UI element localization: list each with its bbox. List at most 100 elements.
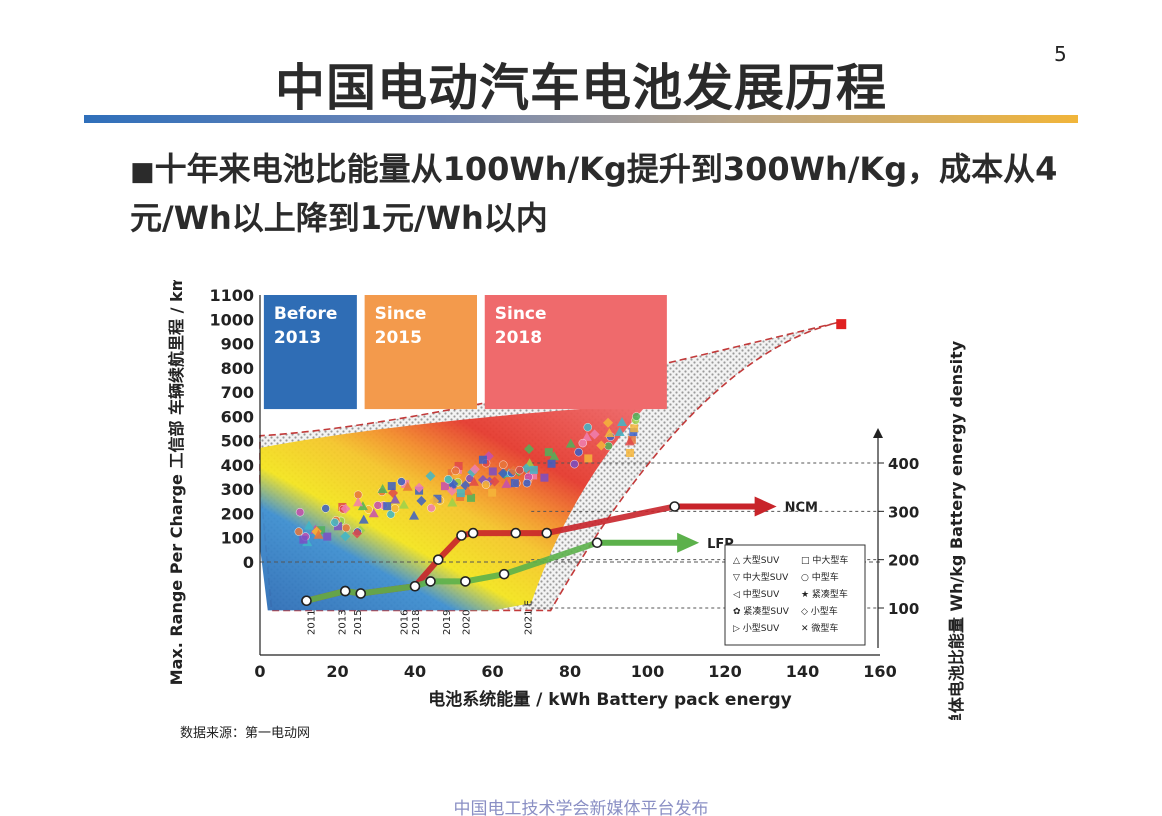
series-arrow-head <box>677 532 700 553</box>
vehicle-point <box>570 459 579 469</box>
y2-tick-label: 300 <box>888 503 919 521</box>
vehicle-point <box>447 497 458 507</box>
vehicle-point <box>529 471 538 480</box>
period-label: 2015 <box>375 328 422 348</box>
vehicle-point <box>488 488 497 497</box>
x-tick-label: 140 <box>786 662 819 681</box>
y-tick-label: 1000 <box>209 310 254 329</box>
period-block <box>263 295 357 410</box>
vehicle-point <box>352 528 363 539</box>
series-point <box>425 576 436 587</box>
vehicle-point <box>589 429 600 440</box>
vehicle-point <box>402 481 413 491</box>
vehicle-point <box>447 485 458 496</box>
vehicle-point <box>578 438 588 448</box>
y2-tick-label: 200 <box>888 552 919 570</box>
period-block <box>484 295 667 410</box>
year-label: 2021 E <box>523 600 534 635</box>
vehicle-point <box>429 496 440 507</box>
vehicle-point <box>499 460 508 469</box>
vehicle-point <box>388 488 399 499</box>
vehicle-point <box>451 466 460 476</box>
vehicle-point <box>604 441 613 451</box>
series-point <box>339 585 351 597</box>
vehicle-point <box>323 532 332 541</box>
vehicle-point <box>353 497 364 507</box>
vehicle-point <box>462 486 473 496</box>
vehicle-point <box>616 417 627 427</box>
x-tick-label: 40 <box>404 662 426 681</box>
vehicle-point <box>583 423 593 432</box>
vehicle-point <box>522 478 532 488</box>
vehicle-point <box>358 514 369 524</box>
series-point <box>456 530 467 541</box>
vehicle-point <box>624 436 635 446</box>
legend-entry: ▽ 中大型SUV <box>733 571 789 583</box>
year-label: 2019 <box>442 610 453 635</box>
vehicle-point <box>303 520 314 530</box>
vehicle-point <box>581 431 592 441</box>
series-point <box>432 554 444 565</box>
title-underline <box>84 115 1078 123</box>
vehicle-point <box>387 482 396 491</box>
vehicle-point <box>549 451 560 461</box>
source-note: 数据来源：第一电动网 <box>180 726 311 741</box>
vehicle-point <box>299 535 308 544</box>
vehicle-point <box>401 479 410 488</box>
vehicle-point <box>390 504 400 513</box>
y-tick-label: 500 <box>221 432 254 451</box>
bullet-square-icon: ■ <box>130 157 155 187</box>
vehicle-point <box>313 529 324 539</box>
vehicle-point <box>454 461 463 470</box>
vehicle-point <box>340 503 351 514</box>
vehicle-point <box>521 463 532 474</box>
vehicle-point <box>295 507 305 517</box>
y-tick-label: 200 <box>221 504 254 523</box>
year-label: 2018 <box>411 610 422 635</box>
vehicle-point <box>373 501 383 510</box>
vehicle-point <box>409 510 420 520</box>
year-label: 2013 <box>337 610 348 635</box>
period-label: Since <box>495 304 547 324</box>
period-label: 2018 <box>495 328 542 348</box>
y2-tick-label: 400 <box>888 455 919 473</box>
vehicle-point <box>481 480 491 489</box>
vehicle-point <box>294 527 304 536</box>
x-axis-label: 电池系统能量 / kWh Battery pack energy <box>428 689 791 710</box>
vehicle-point <box>456 489 465 498</box>
vehicle-point <box>540 473 549 482</box>
y-tick-label: 800 <box>221 359 254 378</box>
vehicle-point <box>447 468 456 477</box>
vehicle-point <box>547 459 556 468</box>
year-label: 2016 <box>399 610 410 635</box>
vehicle-point <box>596 440 607 451</box>
vehicle-point <box>574 447 583 457</box>
vehicle-point <box>425 470 436 481</box>
year-label: 2015 <box>353 610 364 635</box>
max-range-point <box>836 319 847 330</box>
series-point <box>669 501 680 512</box>
x-tick-label: 100 <box>631 662 664 681</box>
footer-text: 中国电工技术学会新媒体平台发布 <box>453 799 709 816</box>
y2-axis-label: 单体电池比能量 Wh/kg Battery energy density <box>947 340 966 720</box>
legend-entry: ○ 中型车 <box>801 571 839 583</box>
x-tick-label: 160 <box>863 662 896 681</box>
series-point <box>409 580 421 592</box>
vehicle-point <box>544 448 553 457</box>
y-tick-label: 300 <box>221 480 254 499</box>
vehicle-point <box>478 455 487 464</box>
y2-tick-label: 100 <box>888 600 919 618</box>
vehicle-point <box>626 448 635 457</box>
x-tick-label: 120 <box>708 662 741 681</box>
vehicle-point <box>386 510 396 519</box>
vehicle-point <box>341 523 351 533</box>
x-tick-label: 20 <box>326 662 348 681</box>
vehicle-point <box>340 531 351 542</box>
vehicle-point <box>433 494 442 503</box>
vehicle-point <box>630 424 639 433</box>
vehicle-point <box>614 427 625 437</box>
vehicle-point <box>398 499 409 509</box>
page-number: 5 <box>1054 42 1067 66</box>
vehicle-point <box>565 438 576 448</box>
vehicle-point <box>498 468 509 479</box>
